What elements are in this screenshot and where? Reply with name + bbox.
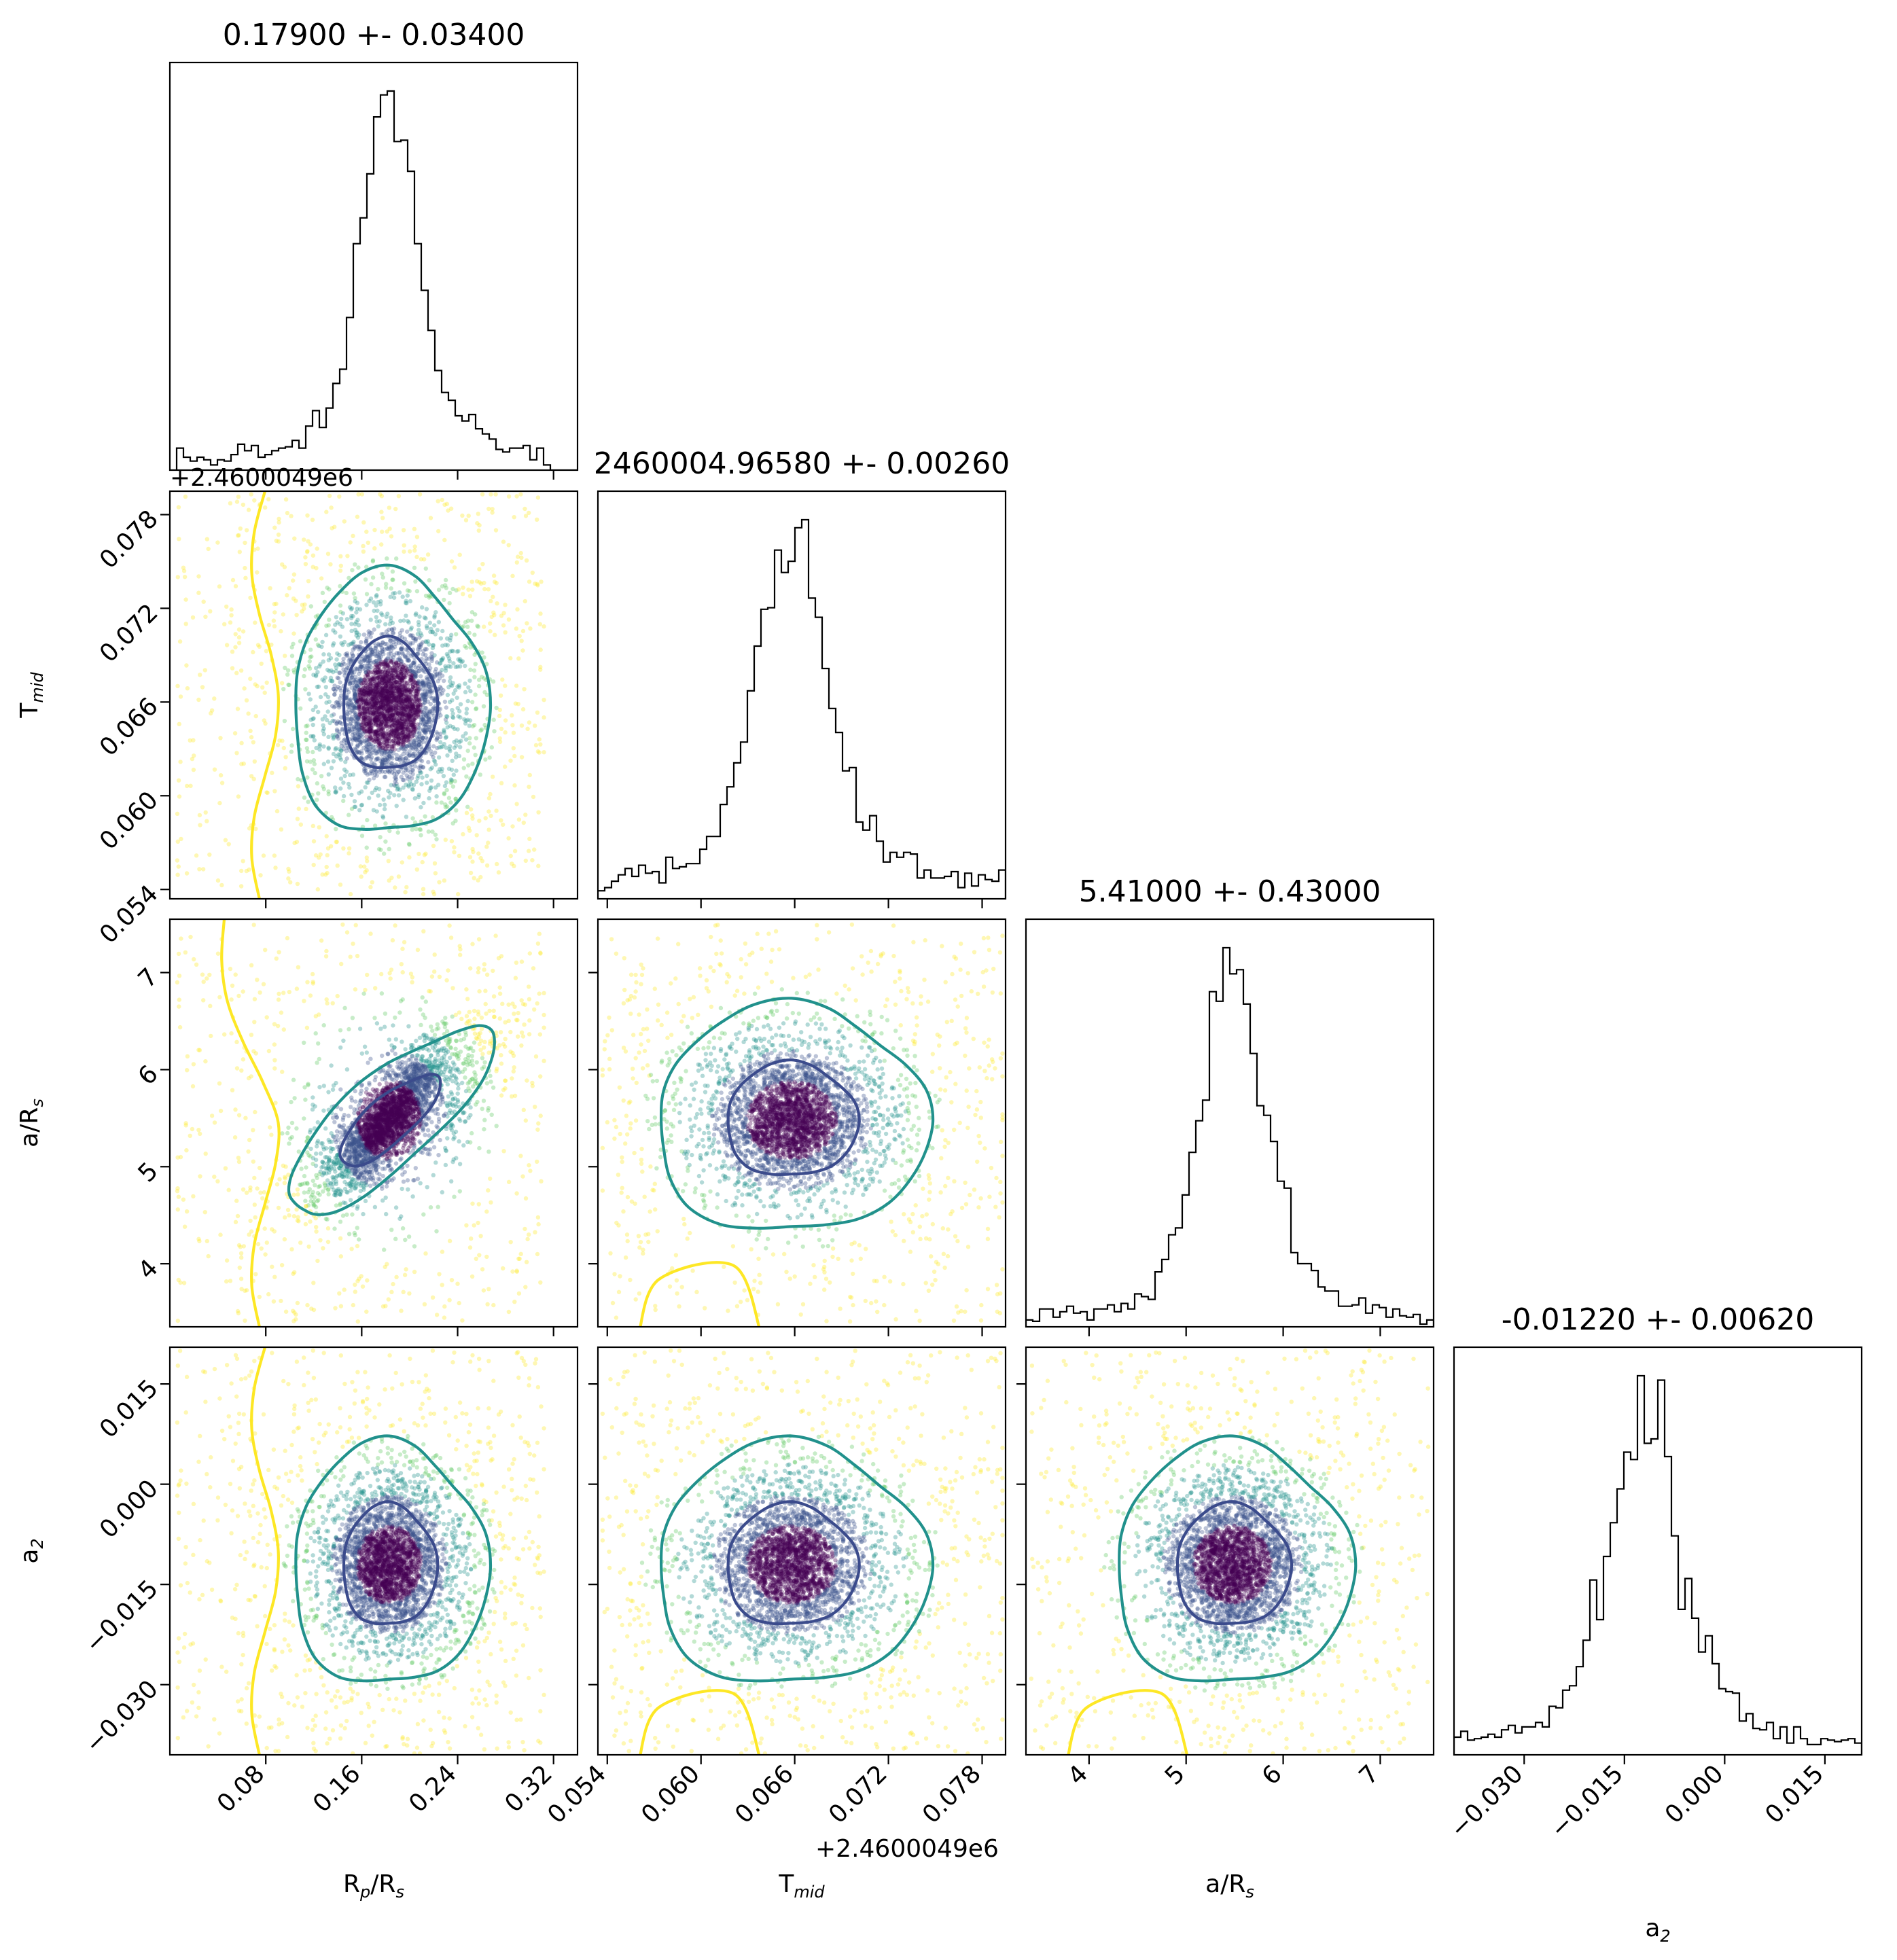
points-1-0 [175,492,546,897]
contour-inner-3-1 [726,1500,861,1626]
scatter-panel-3-2 [1025,1346,1435,1756]
y-tick-label-1-3: 0.072 [94,599,164,668]
title-param-1: 2460004.96580 +- 0.00260 [594,446,1010,481]
x-tick-label-1-0: 0.054 [542,1760,611,1829]
contour-outer-2-1 [639,1261,761,1327]
histogram-2 [1026,946,1434,1327]
panel-frame [597,918,1007,1328]
y-axis-label-2: a/Rs [16,1099,47,1147]
contour-middle-2-0 [287,1024,496,1216]
y-axis-label-1: Tmid [16,672,47,719]
x-tick-label-2-0: 4 [1063,1760,1093,1790]
x-axis-label-0: Rp/Rs [343,1870,404,1902]
x-offset-label: +2.4600049e6 [815,1835,999,1863]
histogram-0 [170,90,578,470]
y-tick-label-3-2: 0.000 [94,1474,164,1544]
points-2-1 [600,922,1005,1324]
contour-outer-2-0 [220,919,281,1327]
points-2-0 [175,922,546,1324]
x-tick-label-0-2: 0.24 [404,1760,462,1818]
scatter-panel-2-0 [169,918,579,1328]
contour-inner-1-0 [342,635,440,770]
panel-frame [597,490,1007,900]
y-tick-label-2-2: 6 [133,1060,164,1090]
contour-inner-2-1 [726,1058,861,1177]
contour-middle-3-0 [294,1434,493,1683]
y-offset-label: +2.4600049e6 [170,464,353,492]
x-tick-label-1-3: 0.072 [823,1760,893,1829]
y-tick-label-3-3: 0.015 [94,1374,164,1444]
y-tick-label-2-0: 4 [133,1254,164,1285]
scatter-panel-3-1 [597,1346,1007,1756]
histogram-1 [598,518,1006,899]
contour-outer-1-0 [250,491,280,899]
contour-outer-3-0 [250,1347,280,1755]
panel-frame [169,918,579,1328]
contour-middle-2-1 [659,997,935,1230]
x-tick-label-3-2: 0.000 [1660,1760,1729,1829]
x-tick-label-2-3: 7 [1354,1760,1385,1790]
title-param-3: -0.01220 +- 0.00620 [1502,1302,1815,1337]
contour-middle-3-2 [1118,1434,1358,1683]
contour-inner-3-0 [342,1500,440,1626]
histogram-panel-0 [169,61,579,471]
panel-frame [1453,1346,1863,1756]
panel-frame [1025,918,1435,1328]
x-tick-label-1-1: 0.060 [636,1760,705,1829]
panel-frame [1025,1346,1435,1756]
x-tick-label-2-2: 6 [1257,1760,1288,1790]
contour-middle-3-1 [659,1434,935,1683]
contour-inner-3-2 [1175,1500,1294,1626]
panel-frame [169,490,579,900]
histogram-panel-3 [1453,1346,1863,1756]
contour-middle-1-0 [294,563,493,832]
scatter-panel-2-1 [597,918,1007,1328]
y-tick-label-3-1: −0.015 [80,1575,164,1658]
points-3-0 [175,1348,546,1755]
panel-frame [169,1346,579,1756]
contour-outer-3-2 [1067,1689,1189,1755]
contour-inner-2-0 [338,1073,442,1168]
x-tick-label-3-3: 0.015 [1760,1760,1829,1829]
y-tick-label-3-0: −0.030 [80,1675,164,1759]
x-tick-label-0-0: 0.08 [212,1760,270,1818]
points-3-2 [1029,1348,1431,1755]
panel-frame [597,1346,1007,1756]
x-tick-label-3-1: −0.015 [1545,1760,1629,1843]
histogram-3 [1454,1374,1862,1755]
y-axis-label-3: a2 [16,1538,47,1563]
scatter-panel-1-0 [169,490,579,900]
scatter-panel-3-0 [169,1346,579,1756]
x-tick-label-1-4: 0.078 [917,1760,987,1829]
histogram-panel-2 [1025,918,1435,1328]
y-tick-label-1-2: 0.066 [94,692,164,762]
y-tick-label-2-1: 5 [133,1157,164,1188]
x-tick-label-2-1: 5 [1160,1760,1190,1790]
y-tick-label-1-4: 0.078 [94,505,164,574]
y-tick-label-1-1: 0.060 [94,786,164,855]
x-tick-label-0-1: 0.16 [308,1760,366,1818]
panel-frame [169,61,579,471]
x-axis-label-3: a2 [1645,1914,1670,1946]
x-axis-label-1: Tmid [778,1870,825,1902]
x-tick-label-1-2: 0.066 [730,1760,799,1829]
contour-outer-3-1 [639,1689,761,1755]
title-param-0: 0.17900 +- 0.03400 [223,18,525,52]
histogram-panel-1 [597,490,1007,900]
title-param-2: 5.41000 +- 0.43000 [1079,874,1381,909]
y-tick-label-2-3: 7 [133,963,164,993]
y-tick-label-1-0: 0.054 [94,880,164,949]
x-tick-label-3-0: −0.030 [1444,1760,1528,1843]
x-axis-label-2: a/Rs [1205,1870,1254,1902]
